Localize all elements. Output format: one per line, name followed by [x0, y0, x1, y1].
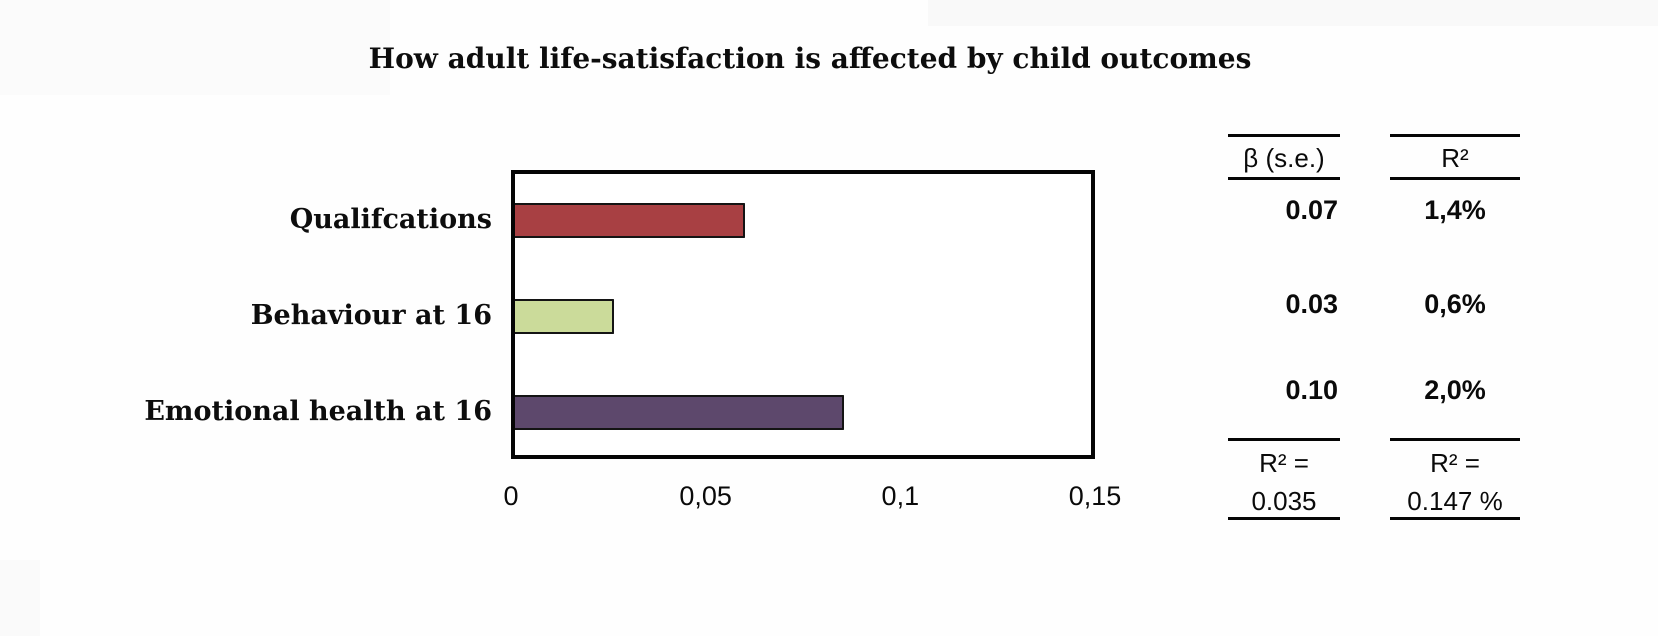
category-label-emotional-health: Emotional health at 16: [144, 396, 492, 427]
beta-value-emotional-health: 0.10: [1285, 375, 1338, 405]
rsquared-footer-value: 0.147 %: [1407, 486, 1503, 516]
plot-area: [511, 170, 1095, 459]
rsquared-value-emotional-health: 2,0%: [1424, 375, 1486, 405]
table-rule: [1228, 134, 1340, 137]
beta-column-header: β (s.e.): [1243, 143, 1325, 173]
category-axis: Qualifcations Behaviour at 16 Emotional …: [80, 0, 492, 636]
rsquared-value-qualifications: 1,4%: [1424, 195, 1486, 225]
scan-smudge: [0, 560, 40, 636]
table-rule: [1228, 438, 1340, 441]
x-tick-label: 0: [503, 481, 519, 511]
bar-qualifications: [515, 203, 745, 238]
table-rule: [1390, 517, 1520, 520]
category-label-qualifications: Qualifcations: [289, 204, 492, 235]
table-rule: [1228, 177, 1340, 180]
table-rule: [1390, 438, 1520, 441]
table-rule: [1390, 177, 1520, 180]
x-tick-label: 0,05: [679, 481, 732, 511]
x-tick-label: 0,15: [1068, 481, 1122, 511]
bar-emotional-health: [515, 395, 844, 430]
table-rule: [1390, 134, 1520, 137]
beta-footer-label: R² =: [1259, 448, 1309, 478]
x-tick-label: 0,1: [881, 481, 920, 511]
beta-value-qualifications: 0.07: [1285, 195, 1338, 225]
table-rule: [1228, 517, 1340, 520]
bar-behaviour: [515, 299, 614, 334]
stats-column-rsquared: R² 1,4% 0,6% 2,0% R² = 0.147 %: [1390, 0, 1520, 560]
rsquared-column-header: R²: [1441, 143, 1469, 173]
rsquared-value-behaviour: 0,6%: [1424, 289, 1486, 319]
chart-title: How adult life-satisfaction is affected …: [368, 42, 1252, 75]
stats-column-beta: β (s.e.) 0.07 0.03 0.10 R² = 0.035: [1228, 0, 1340, 560]
category-label-behaviour: Behaviour at 16: [250, 300, 492, 331]
beta-value-behaviour: 0.03: [1285, 289, 1338, 319]
x-axis: 0 0,05 0,1 0,15: [503, 479, 1121, 513]
rsquared-footer-label: R² =: [1430, 448, 1480, 478]
beta-footer-value: 0.035: [1251, 486, 1317, 516]
